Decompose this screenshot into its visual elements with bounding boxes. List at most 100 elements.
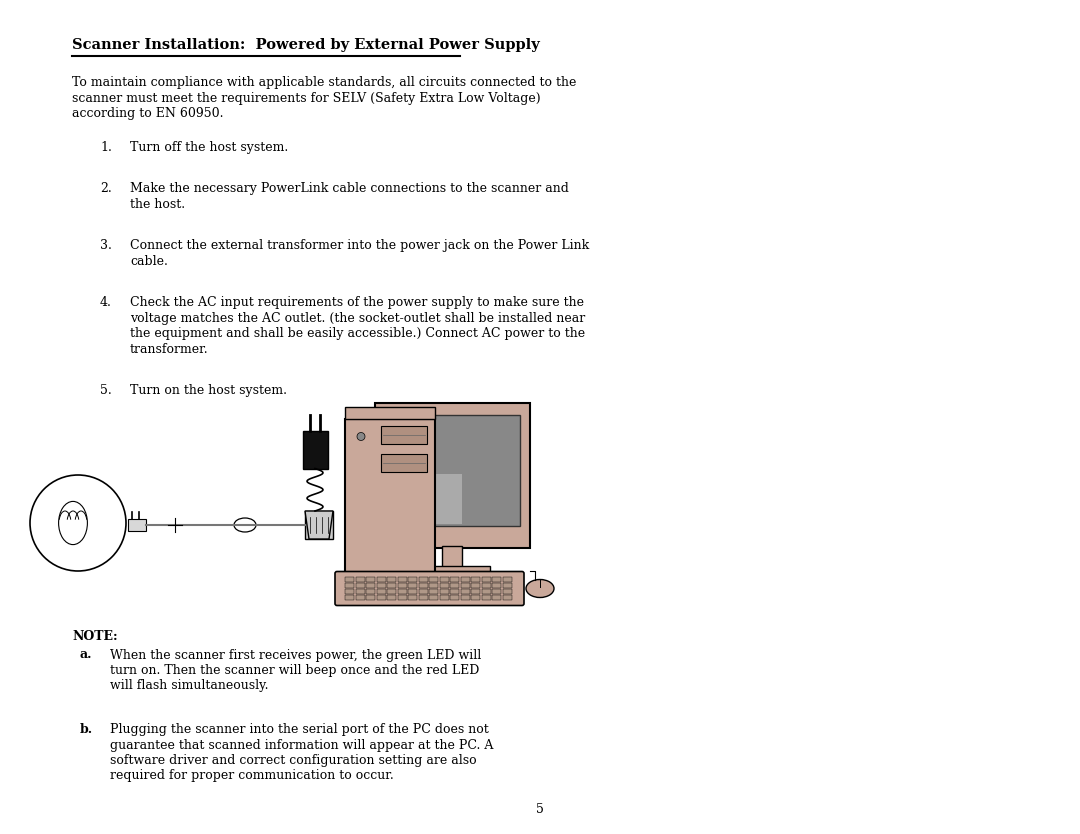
FancyBboxPatch shape <box>335 571 524 605</box>
Bar <box>345 419 435 574</box>
Bar <box>482 589 490 594</box>
Text: transformer.: transformer. <box>130 343 208 355</box>
Bar <box>419 589 428 594</box>
Bar <box>377 576 386 581</box>
Ellipse shape <box>234 518 256 532</box>
Bar <box>397 595 406 600</box>
Bar <box>366 576 375 581</box>
Bar <box>345 576 354 581</box>
Bar <box>429 589 438 594</box>
Bar <box>397 589 406 594</box>
Bar <box>375 403 530 547</box>
Bar <box>387 582 396 587</box>
Text: 5.: 5. <box>100 384 111 397</box>
Text: turn on. Then the scanner will beep once and the red LED: turn on. Then the scanner will beep once… <box>110 664 480 677</box>
Bar <box>381 425 427 444</box>
Circle shape <box>357 433 365 440</box>
Bar <box>355 576 365 581</box>
Bar <box>442 545 462 570</box>
Text: Scanner Installation:  Powered by External Power Supply: Scanner Installation: Powered by Externa… <box>72 38 540 52</box>
Text: Connect the external transformer into the power jack on the Power Link: Connect the external transformer into th… <box>130 239 590 252</box>
Bar <box>482 576 490 581</box>
Text: a.: a. <box>80 649 93 661</box>
Bar <box>366 582 375 587</box>
Bar <box>450 595 459 600</box>
Bar <box>429 582 438 587</box>
Bar <box>460 595 470 600</box>
Bar <box>492 582 501 587</box>
Text: will flash simultaneously.: will flash simultaneously. <box>110 680 269 692</box>
Bar <box>482 595 490 600</box>
Bar <box>387 595 396 600</box>
Text: 1.: 1. <box>100 140 112 153</box>
Bar <box>471 576 480 581</box>
Bar <box>355 595 365 600</box>
Bar <box>414 565 490 575</box>
Bar <box>355 589 365 594</box>
Bar <box>429 576 438 581</box>
Text: cable.: cable. <box>130 254 167 268</box>
Text: Plugging the scanner into the serial port of the PC does not: Plugging the scanner into the serial por… <box>110 723 489 736</box>
Bar <box>419 582 428 587</box>
Bar <box>502 576 512 581</box>
Bar <box>397 582 406 587</box>
Bar <box>384 414 519 525</box>
Text: NOTE:: NOTE: <box>72 631 118 644</box>
Bar <box>492 589 501 594</box>
Bar <box>460 576 470 581</box>
Bar <box>408 589 417 594</box>
Text: 5: 5 <box>536 803 544 816</box>
Bar <box>482 582 490 587</box>
Text: Check the AC input requirements of the power supply to make sure the: Check the AC input requirements of the p… <box>130 296 584 309</box>
Bar <box>440 582 448 587</box>
Text: according to EN 60950.: according to EN 60950. <box>72 107 224 120</box>
Bar <box>502 589 512 594</box>
Bar <box>502 595 512 600</box>
Text: 3.: 3. <box>100 239 112 252</box>
Bar <box>460 582 470 587</box>
Text: Make the necessary PowerLink cable connections to the scanner and: Make the necessary PowerLink cable conne… <box>130 182 569 195</box>
Bar <box>305 511 333 539</box>
Text: required for proper communication to occur.: required for proper communication to occ… <box>110 770 394 782</box>
Bar <box>355 582 365 587</box>
Bar <box>471 582 480 587</box>
Bar <box>429 595 438 600</box>
Bar <box>460 589 470 594</box>
Bar <box>492 576 501 581</box>
Text: Turn off the host system.: Turn off the host system. <box>130 140 288 153</box>
Bar <box>419 595 428 600</box>
Bar <box>366 589 375 594</box>
Text: the equipment and shall be easily accessible.) Connect AC power to the: the equipment and shall be easily access… <box>130 327 585 340</box>
Text: When the scanner first receives power, the green LED will: When the scanner first receives power, t… <box>110 649 482 661</box>
Bar <box>408 582 417 587</box>
Text: Turn on the host system.: Turn on the host system. <box>130 384 287 397</box>
Text: software driver and correct configuration setting are also: software driver and correct configuratio… <box>110 754 476 767</box>
Bar <box>419 576 428 581</box>
Text: 2.: 2. <box>100 182 111 195</box>
Text: To maintain compliance with applicable standards, all circuits connected to the: To maintain compliance with applicable s… <box>72 76 577 89</box>
Bar <box>366 595 375 600</box>
Text: scanner must meet the requirements for SELV (Safety Extra Low Voltage): scanner must meet the requirements for S… <box>72 92 541 104</box>
Bar <box>502 582 512 587</box>
Text: b.: b. <box>80 723 93 736</box>
Bar <box>471 595 480 600</box>
Bar <box>377 582 386 587</box>
Bar <box>408 595 417 600</box>
Bar <box>440 595 448 600</box>
Bar <box>387 576 396 581</box>
Bar <box>345 595 354 600</box>
Bar <box>345 406 435 419</box>
Bar <box>450 582 459 587</box>
Bar <box>408 576 417 581</box>
Bar <box>440 589 448 594</box>
Text: 4.: 4. <box>100 296 112 309</box>
Bar <box>381 454 427 471</box>
Bar <box>377 595 386 600</box>
Bar <box>492 595 501 600</box>
Bar <box>303 430 328 469</box>
Bar <box>387 589 396 594</box>
Text: voltage matches the AC outlet. (the socket-outlet shall be installed near: voltage matches the AC outlet. (the sock… <box>130 312 585 324</box>
Text: the host.: the host. <box>130 198 185 210</box>
Ellipse shape <box>526 580 554 597</box>
Bar <box>397 576 406 581</box>
